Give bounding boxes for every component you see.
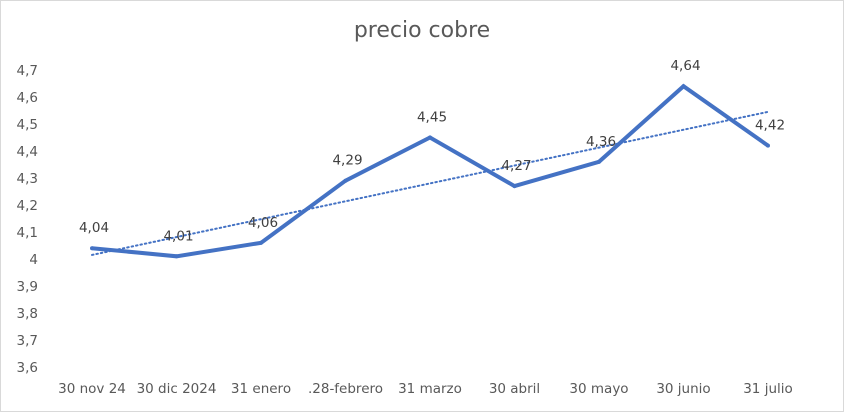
y-tick-label: 4,7 — [17, 63, 38, 79]
x-tick-label: 30 abril — [489, 381, 540, 397]
data-label: 4,45 — [417, 110, 447, 126]
y-tick-label: 3,6 — [17, 360, 38, 376]
data-point — [259, 240, 263, 245]
data-label: 4,04 — [79, 220, 109, 236]
x-tick-label: .28-febrero — [308, 381, 383, 397]
data-point — [681, 84, 686, 89]
data-label: 4,01 — [163, 228, 193, 244]
y-tick-label: 3,9 — [17, 279, 38, 295]
data-label: 4,42 — [755, 118, 785, 134]
x-tick-label: 30 dic 2024 — [137, 381, 217, 397]
x-tick-label: 31 enero — [231, 381, 291, 397]
data-label: 4,06 — [248, 215, 278, 231]
y-tick-label: 3,7 — [17, 333, 38, 349]
x-tick-label: 30 junio — [656, 381, 710, 397]
data-label: 4,64 — [670, 58, 700, 74]
x-tick-label: 31 marzo — [398, 381, 462, 397]
data-label: 4,29 — [332, 153, 362, 169]
plot-area: 4,04 4,01 4,06 4,29 4,45 4,27 4,36 4,64 4,42 — [79, 58, 785, 259]
data-point — [512, 184, 517, 189]
data-point — [343, 178, 348, 183]
y-tick-label: 4,2 — [17, 198, 38, 214]
y-tick-label: 4 — [29, 252, 38, 268]
data-point — [597, 159, 601, 164]
data-point — [90, 246, 94, 251]
y-tick-label: 4,4 — [17, 144, 38, 160]
x-tick-label: 30 nov 24 — [58, 381, 126, 397]
data-point — [428, 135, 432, 140]
x-axis: 30 nov 24 30 dic 2024 31 enero .28-febrero 3… — [58, 381, 793, 397]
chart-title: precio cobre — [353, 18, 491, 43]
x-tick-label: 30 mayo — [569, 381, 628, 397]
y-tick-label: 3,8 — [17, 306, 38, 322]
y-tick-label: 4,6 — [17, 90, 38, 106]
data-point — [766, 143, 770, 148]
y-tick-label: 4,3 — [17, 171, 38, 187]
data-point — [174, 254, 179, 259]
y-tick-label: 4,5 — [17, 117, 38, 133]
data-label: 4,27 — [501, 158, 531, 174]
x-tick-label: 31 julio — [743, 381, 793, 397]
y-axis: 3,6 3,7 3,8 3,9 4 4,1 4,2 4,3 4,4 4,5 4,6 4,7 — [17, 63, 38, 376]
data-label: 4,36 — [586, 134, 616, 150]
trendline — [91, 110, 769, 256]
y-tick-label: 4,1 — [17, 225, 38, 241]
